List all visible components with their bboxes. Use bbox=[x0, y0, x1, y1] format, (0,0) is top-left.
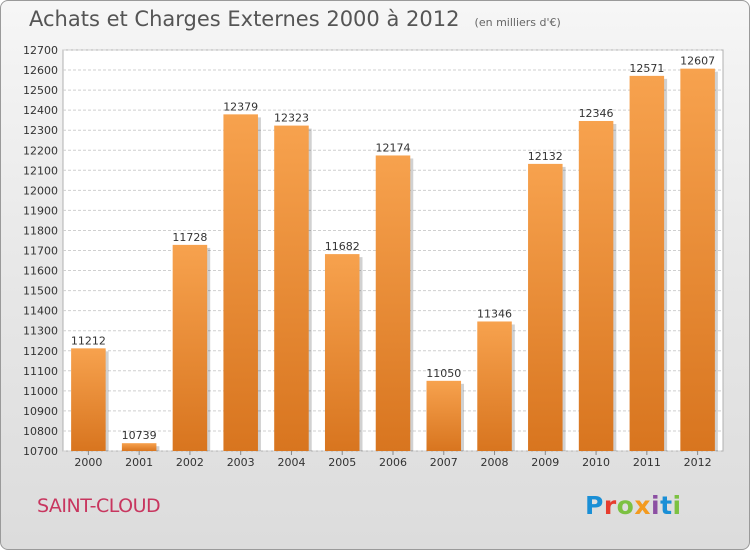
bar-value-label: 12571 bbox=[629, 62, 664, 75]
x-tick-label: 2012 bbox=[684, 456, 712, 469]
bar-value-label: 11728 bbox=[172, 231, 207, 244]
x-tick-label: 2005 bbox=[328, 456, 356, 469]
bar-value-label: 10739 bbox=[122, 429, 157, 442]
brand-letter: r bbox=[603, 491, 617, 520]
bar-2002 bbox=[172, 244, 208, 451]
y-tick-label: 10700 bbox=[23, 445, 58, 458]
bar-value-label: 12132 bbox=[528, 150, 563, 163]
bar-2003 bbox=[223, 114, 258, 451]
x-tick-label: 2006 bbox=[379, 456, 407, 469]
bar-2009 bbox=[528, 163, 563, 451]
x-tick-label: 2008 bbox=[481, 456, 509, 469]
y-axis-ticks: 10700 10800 10900 11000 11100 11200 11300 11400… bbox=[23, 44, 58, 458]
x-tick-label: 2007 bbox=[430, 456, 458, 469]
x-tick-label: 2003 bbox=[227, 456, 255, 469]
bar-2000 bbox=[71, 348, 106, 451]
x-axis-ticks: 2000 2001 2002 2003 2004 2005 2006 2007 2008 2009… bbox=[74, 451, 712, 469]
brand-letter: P bbox=[585, 491, 604, 520]
y-tick-label: 12500 bbox=[23, 84, 58, 97]
brand-letter: t bbox=[660, 491, 673, 520]
y-tick-label: 12200 bbox=[23, 144, 58, 157]
brand-letter: i bbox=[651, 491, 661, 520]
y-tick-label: 11300 bbox=[23, 325, 58, 338]
x-tick-label: 2002 bbox=[176, 456, 204, 469]
bar-value-label: 11682 bbox=[325, 240, 360, 253]
x-tick-label: 2011 bbox=[633, 456, 661, 469]
bar-value-label: 12174 bbox=[376, 141, 411, 154]
x-tick-label: 2004 bbox=[277, 456, 305, 469]
y-tick-label: 11400 bbox=[23, 305, 58, 318]
bar-2008 bbox=[477, 321, 512, 451]
brand-letter: i bbox=[672, 491, 682, 520]
y-tick-label: 10900 bbox=[23, 405, 58, 418]
y-tick-label: 11700 bbox=[23, 245, 58, 258]
bars: 11212 10739 11728 12379 12323 11682 12174 11050… bbox=[71, 55, 718, 452]
bar-value-label: 12379 bbox=[223, 100, 258, 113]
bar-2006 bbox=[375, 155, 411, 451]
chart-title: Achats et Charges Externes 2000 à 2012 (… bbox=[29, 7, 561, 31]
bar-value-label: 11212 bbox=[71, 334, 106, 347]
y-tick-label: 12600 bbox=[23, 64, 58, 77]
y-tick-label: 12000 bbox=[23, 184, 58, 197]
brand-letter: x bbox=[634, 491, 651, 520]
x-tick-label: 2001 bbox=[125, 456, 153, 469]
y-tick-label: 10800 bbox=[23, 425, 58, 438]
y-tick-label: 11900 bbox=[23, 204, 58, 217]
bar-value-label: 11346 bbox=[477, 307, 512, 320]
bar-value-label: 12323 bbox=[274, 112, 309, 125]
bar-value-label: 11050 bbox=[426, 367, 461, 380]
x-tick-label: 2009 bbox=[531, 456, 559, 469]
brand-letter: o bbox=[616, 491, 635, 520]
bar-2005 bbox=[324, 254, 360, 451]
bar-2010 bbox=[578, 120, 614, 452]
y-tick-label: 11200 bbox=[23, 345, 58, 358]
bar-value-label: 12607 bbox=[680, 55, 715, 68]
y-tick-label: 11800 bbox=[23, 224, 58, 237]
chart-subtitle: (en milliers d'€) bbox=[474, 16, 561, 29]
bar-2012 bbox=[680, 68, 715, 452]
bar-2001 bbox=[121, 443, 157, 451]
brand-logo: Proxiti bbox=[585, 491, 682, 520]
y-tick-label: 12100 bbox=[23, 164, 58, 177]
y-tick-label: 11500 bbox=[23, 285, 58, 298]
location-label: SAINT-CLOUD bbox=[37, 495, 161, 517]
chart-title-main: Achats et Charges Externes 2000 à 2012 bbox=[29, 7, 460, 31]
bar-2011 bbox=[629, 75, 665, 451]
y-tick-label: 12700 bbox=[23, 44, 58, 57]
bar-2007 bbox=[426, 380, 462, 451]
x-tick-label: 2010 bbox=[582, 456, 610, 469]
y-tick-label: 11600 bbox=[23, 265, 58, 278]
y-tick-label: 12400 bbox=[23, 104, 58, 117]
x-tick-label: 2000 bbox=[74, 456, 102, 469]
bar-value-label: 12346 bbox=[579, 107, 614, 120]
y-tick-label: 12300 bbox=[23, 124, 58, 137]
y-tick-label: 11000 bbox=[23, 385, 58, 398]
y-tick-label: 11100 bbox=[23, 365, 58, 378]
bar-2004 bbox=[274, 125, 309, 451]
